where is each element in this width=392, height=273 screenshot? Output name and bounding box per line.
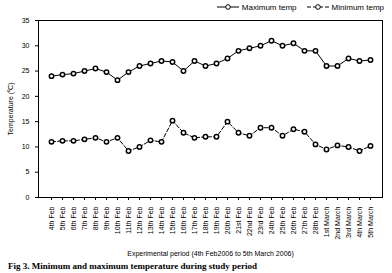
svg-text:17th Feb: 17th Feb — [191, 206, 198, 234]
svg-text:20: 20 — [22, 93, 30, 100]
svg-text:19th Feb: 19th Feb — [213, 206, 220, 234]
svg-text:14th Feb: 14th Feb — [158, 206, 165, 234]
svg-text:5th March: 5th March — [367, 206, 374, 237]
svg-text:Experimental period (4th Feb20: Experimental period (4th Feb2006 to 5th … — [127, 250, 294, 258]
svg-text:15: 15 — [22, 118, 30, 125]
svg-text:11th Feb: 11th Feb — [125, 206, 132, 233]
svg-text:4th Feb: 4th Feb — [48, 206, 55, 230]
svg-text:16th Feb: 16th Feb — [180, 206, 187, 234]
svg-text:5: 5 — [26, 168, 30, 175]
svg-text:10th Feb: 10th Feb — [114, 206, 121, 234]
svg-text:5th Feb: 5th Feb — [59, 206, 66, 230]
svg-text:23rd Feb: 23rd Feb — [257, 206, 264, 234]
svg-text:Temperature (⁰C): Temperature (⁰C) — [7, 83, 15, 136]
svg-text:7th Feb: 7th Feb — [81, 206, 88, 230]
svg-text:4th March: 4th March — [356, 206, 363, 237]
svg-text:6th Feb: 6th Feb — [70, 206, 77, 230]
svg-text:26th Feb: 26th Feb — [290, 206, 297, 234]
html-text:Minimum temp: Minimum temp — [331, 2, 384, 12]
svg-text:10: 10 — [22, 143, 30, 150]
svg-text:25th Feb: 25th Feb — [279, 206, 286, 234]
svg-text:0: 0 — [26, 194, 30, 201]
svg-text:3rd March: 3rd March — [345, 206, 352, 238]
svg-text:21st Feb: 21st Feb — [235, 206, 242, 233]
html-text:Fig 3. Minimum and maximum tem: Fig 3. Minimum and maximum temperature d… — [8, 261, 258, 271]
svg-text:24th Feb: 24th Feb — [268, 206, 275, 234]
svg-text:35: 35 — [22, 17, 30, 24]
svg-text:18th Feb: 18th Feb — [202, 206, 209, 234]
svg-text:13th Feb: 13th Feb — [147, 206, 154, 234]
svg-text:27th Feb: 27th Feb — [301, 206, 308, 234]
svg-text:22nd Feb: 22nd Feb — [246, 206, 253, 236]
svg-text:30: 30 — [22, 42, 30, 49]
svg-text:1st March: 1st March — [323, 206, 330, 237]
svg-text:28th Feb: 28th Feb — [312, 206, 319, 234]
svg-text:25: 25 — [22, 67, 30, 74]
svg-text:2nd March: 2nd March — [334, 206, 341, 239]
html-text:Maximum temp: Maximum temp — [241, 2, 297, 12]
svg-text:15th Feb: 15th Feb — [169, 206, 176, 234]
svg-text:9th Feb: 9th Feb — [103, 206, 110, 230]
svg-text:20th Feb: 20th Feb — [224, 206, 231, 234]
svg-text:8th Feb: 8th Feb — [92, 206, 99, 230]
svg-text:12th Feb: 12th Feb — [136, 206, 143, 234]
